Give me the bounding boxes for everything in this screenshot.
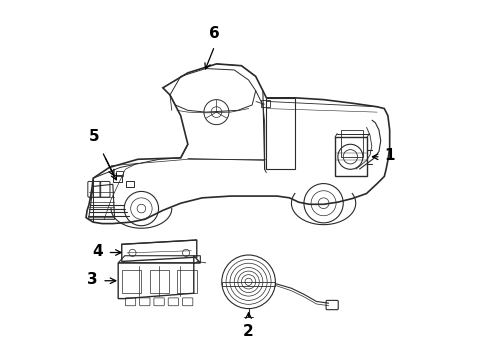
Bar [122,270,142,293]
Bar [177,270,197,293]
Bar [117,171,123,176]
Text: 6: 6 [209,26,220,41]
Bar [342,130,363,157]
Bar [113,175,122,182]
Text: 5: 5 [89,129,99,144]
Text: 3: 3 [87,272,98,287]
Bar [261,100,270,107]
Text: 2: 2 [243,324,254,339]
Text: 1: 1 [384,148,395,163]
Text: 4: 4 [92,244,103,259]
Bar [126,181,134,187]
Bar [149,270,169,293]
